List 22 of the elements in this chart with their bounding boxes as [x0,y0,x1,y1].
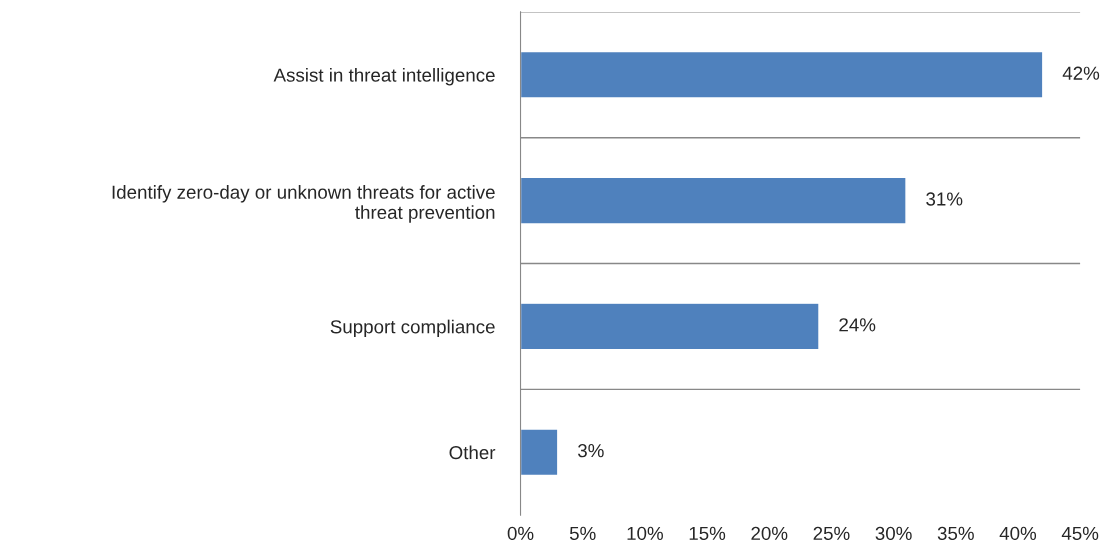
x-tick-label: 5% [569,526,596,540]
x-tick-label: 25% [813,526,850,540]
y-tick-label: Assist in threat intelligence [273,68,495,86]
x-tick-label: 35% [937,526,974,540]
x-tick-label: 20% [751,526,788,540]
bar [520,428,559,477]
x-tick-label: 10% [627,526,663,540]
y-tick-label: Identify zero-day or unknown threats for active threat prevention [112,185,495,223]
y-tick-label: Other [449,445,496,460]
x-tick-label: 40% [999,526,1037,540]
data-label: 3% [577,444,604,458]
bar [520,50,1044,99]
x-tick-label: 45% [1061,526,1099,540]
data-label: 24% [839,318,876,332]
data-label: 31% [926,192,963,206]
y-tick-label: Support compliance [330,319,495,338]
data-label: 42% [1062,66,1100,80]
bar [520,176,907,225]
bar [520,302,820,351]
x-tick-label: 0% [507,526,534,540]
x-tick-label: 15% [689,526,726,540]
x-tick-label: 30% [875,526,912,540]
